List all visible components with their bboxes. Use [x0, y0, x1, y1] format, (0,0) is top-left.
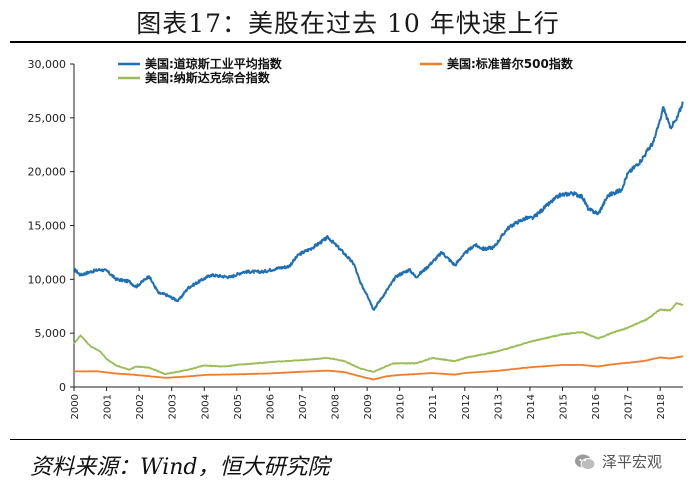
footer-rule: [10, 439, 686, 440]
x-tick-label: 2006: [265, 394, 276, 419]
series-line-2: [73, 302, 684, 376]
x-tick-label: 2004: [200, 394, 211, 419]
y-ticks: 0 5,000 10,000 15,000 20,000 25,000 30,000: [28, 58, 74, 394]
x-tick-label: 2017: [624, 394, 635, 419]
legend-label: 美国:标准普尔500指数: [447, 56, 574, 71]
x-tick-label: 2016: [591, 394, 602, 419]
x-tick-label: 2007: [298, 394, 309, 419]
y-tick-label: 30,000: [28, 58, 67, 71]
source-note: 资料来源：Wind，恒大研究院: [30, 455, 330, 480]
series-line-1: [73, 355, 684, 381]
x-tick-label: 2014: [526, 394, 537, 419]
series-line-0: [73, 101, 684, 311]
watermark-text: 泽平宏观: [602, 453, 663, 471]
legend-label: 美国:纳斯达克综合指数: [145, 70, 271, 85]
x-tick-label: 2002: [135, 394, 146, 419]
y-tick-label: 25,000: [28, 112, 67, 125]
x-tick-label: 2012: [461, 394, 472, 419]
x-tick-label: 2015: [559, 394, 570, 419]
x-tick-label: 2013: [493, 394, 504, 419]
y-tick-label: 0: [59, 381, 66, 394]
line-chart: 0 5,000 10,000 15,000 20,000 25,000 30,000 200…: [28, 56, 684, 419]
x-tick-label: 2011: [428, 394, 439, 419]
legend-label: 美国:道琼斯工业平均指数: [145, 56, 283, 71]
x-ticks: 2000 2001 2002 2003 2004 2005 2006 2007 2008 2009…: [70, 387, 667, 419]
title-rule: [10, 41, 686, 43]
y-tick-label: 15,000: [28, 220, 67, 233]
figure-title: 图表17：美股在过去 10 年快速上行: [136, 9, 560, 38]
x-tick-label: 2009: [363, 394, 374, 419]
y-tick-label: 20,000: [28, 166, 67, 179]
y-tick-label: 10,000: [28, 273, 67, 286]
x-tick-label: 2008: [331, 394, 342, 419]
series-lines: [73, 101, 684, 381]
x-tick-label: 2005: [233, 394, 244, 419]
x-tick-label: 2001: [103, 394, 114, 419]
watermark: 泽平宏观: [574, 451, 662, 472]
x-tick-label: 2010: [396, 394, 407, 419]
x-tick-label: 2003: [168, 394, 179, 419]
wechat-icon: [575, 454, 596, 470]
x-tick-label: 2000: [70, 394, 81, 419]
x-tick-label: 2018: [656, 394, 667, 419]
axes: [73, 64, 683, 388]
y-tick-label: 5,000: [35, 327, 67, 340]
